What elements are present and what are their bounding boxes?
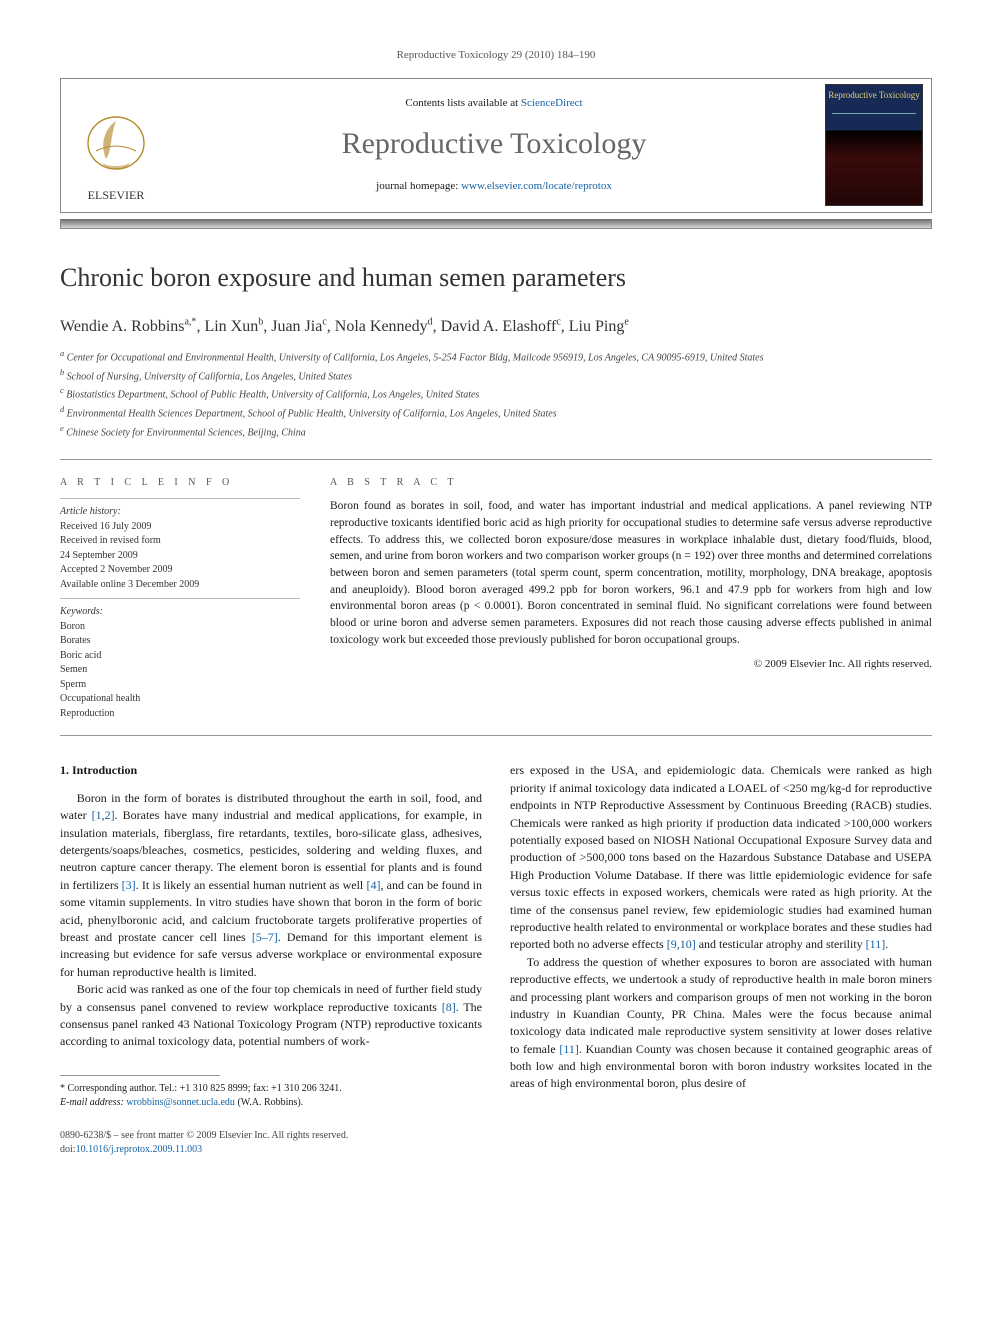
author: Juan Jiac [271,318,327,335]
history-label: Article history: [60,505,300,520]
svg-text:ELSEVIER: ELSEVIER [88,188,145,202]
ref-11b[interactable]: [11] [559,1042,579,1056]
doi-label: doi: [60,1144,76,1155]
header-center: Contents lists available at ScienceDirec… [171,79,817,212]
keywords-list: BoronBoratesBoric acidSemenSpermOccupati… [60,620,300,722]
keywords-label: Keywords: [60,605,300,620]
affiliation-c: c Biostatistics Department, School of Pu… [60,385,932,403]
keyword: Borates [60,634,300,649]
sciencedirect-link[interactable]: ScienceDirect [521,97,583,109]
homepage-line: journal homepage: www.elsevier.com/locat… [376,179,612,195]
p2e: . [885,937,888,951]
history-accepted: Accepted 2 November 2009 [60,563,300,578]
author: David A. Elashoffc [441,318,561,335]
intro-para-2a: Boric acid was ranked as one of the four… [60,981,482,1051]
p2a: Boric acid was ranked as one of the four… [60,982,482,1013]
abstract-text: Boron found as borates in soil, food, an… [330,498,932,648]
abstract-block: A B S T R A C T Boron found as borates i… [330,476,932,722]
keyword: Semen [60,663,300,678]
p3a: To address the question of whether expos… [510,955,932,1056]
homepage-link[interactable]: www.elsevier.com/locate/reprotox [461,180,612,192]
keyword: Boron [60,620,300,635]
keyword: Occupational health [60,692,300,707]
p2c: ers exposed in the USA, and epidemiologi… [510,763,932,951]
history-revised-line1: Received in revised form [60,534,300,549]
history-online: Available online 3 December 2009 [60,578,300,593]
keyword: Sperm [60,678,300,693]
corr-email-label: E-mail address: [60,1097,126,1108]
cover-title: Reproductive Toxicology [826,91,922,101]
front-matter-line: 0890-6238/$ – see front matter © 2009 El… [60,1129,932,1144]
section-1-head: 1. Introduction [60,762,482,779]
keyword: Boric acid [60,649,300,664]
ref-8[interactable]: [8] [442,1000,456,1014]
ref-5-7[interactable]: [5–7] [252,930,278,944]
header-gradient-bar [60,219,932,229]
abstract-head: A B S T R A C T [330,476,932,491]
author: Nola Kennedyd [335,318,433,335]
intro-para-3: To address the question of whether expos… [510,954,932,1093]
affiliations: a Center for Occupational and Environmen… [60,348,932,441]
history-received: Received 16 July 2009 [60,520,300,535]
ref-1-2[interactable]: [1,2] [92,808,115,822]
corr-email-link[interactable]: wrobbins@sonnet.ucla.edu [126,1097,235,1108]
contents-prefix: Contents lists available at [405,97,520,109]
affiliation-b: b School of Nursing, University of Calif… [60,367,932,385]
footnote-rule [60,1075,220,1076]
intro-para-1: Boron in the form of borates is distribu… [60,790,482,981]
p1c: . It is likely an essential human nutrie… [136,878,367,892]
corr-email-who: (W.A. Robbins). [235,1097,303,1108]
section-rule-bottom [60,735,932,736]
author-list: Wendie A. Robbinsa,*, Lin Xunb, Juan Jia… [60,315,932,338]
body-two-column: 1. Introduction Boron in the form of bor… [60,762,932,1110]
ref-4[interactable]: [4] [366,878,380,892]
footer-doi-block: 0890-6238/$ – see front matter © 2009 El… [60,1129,932,1158]
author: Lin Xunb [204,318,263,335]
author: Liu Pinge [569,318,629,335]
contents-line: Contents lists available at ScienceDirec… [405,96,582,112]
journal-header: ELSEVIER Contents lists available at Sci… [60,78,932,213]
keyword: Reproduction [60,707,300,722]
p2d: and testicular atrophy and sterility [696,937,866,951]
cover-thumb-slot: Reproductive Toxicology [817,79,931,212]
article-info-block: A R T I C L E I N F O Article history: R… [60,476,300,722]
elsevier-logo: ELSEVIER [76,111,156,206]
doi-link[interactable]: 10.1016/j.reprotox.2009.11.003 [76,1144,203,1155]
intro-para-2b: ers exposed in the USA, and epidemiologi… [510,762,932,953]
publisher-logo-slot: ELSEVIER [61,79,171,212]
history-revised-line2: 24 September 2009 [60,549,300,564]
journal-cover-thumb: Reproductive Toxicology [825,84,923,206]
journal-name: Reproductive Toxicology [342,122,647,166]
affiliation-a: a Center for Occupational and Environmen… [60,348,932,366]
ref-11a[interactable]: [11] [866,937,886,951]
corresponding-author: * Corresponding author. Tel.: +1 310 825… [60,1082,482,1111]
abstract-copyright: © 2009 Elsevier Inc. All rights reserved… [330,657,932,673]
article-info-head: A R T I C L E I N F O [60,476,300,491]
affiliation-d: d Environmental Health Sciences Departme… [60,404,932,422]
author: Wendie A. Robbinsa,* [60,318,196,335]
affiliation-e: e Chinese Society for Environmental Scie… [60,423,932,441]
ref-3[interactable]: [3] [122,878,136,892]
ref-9-10[interactable]: [9,10] [667,937,696,951]
homepage-prefix: journal homepage: [376,180,461,192]
corr-label: Corresponding author. Tel.: +1 310 825 8… [65,1083,342,1094]
article-title: Chronic boron exposure and human semen p… [60,259,932,297]
running-head: Reproductive Toxicology 29 (2010) 184–19… [60,48,932,64]
section-rule-top [60,459,932,460]
